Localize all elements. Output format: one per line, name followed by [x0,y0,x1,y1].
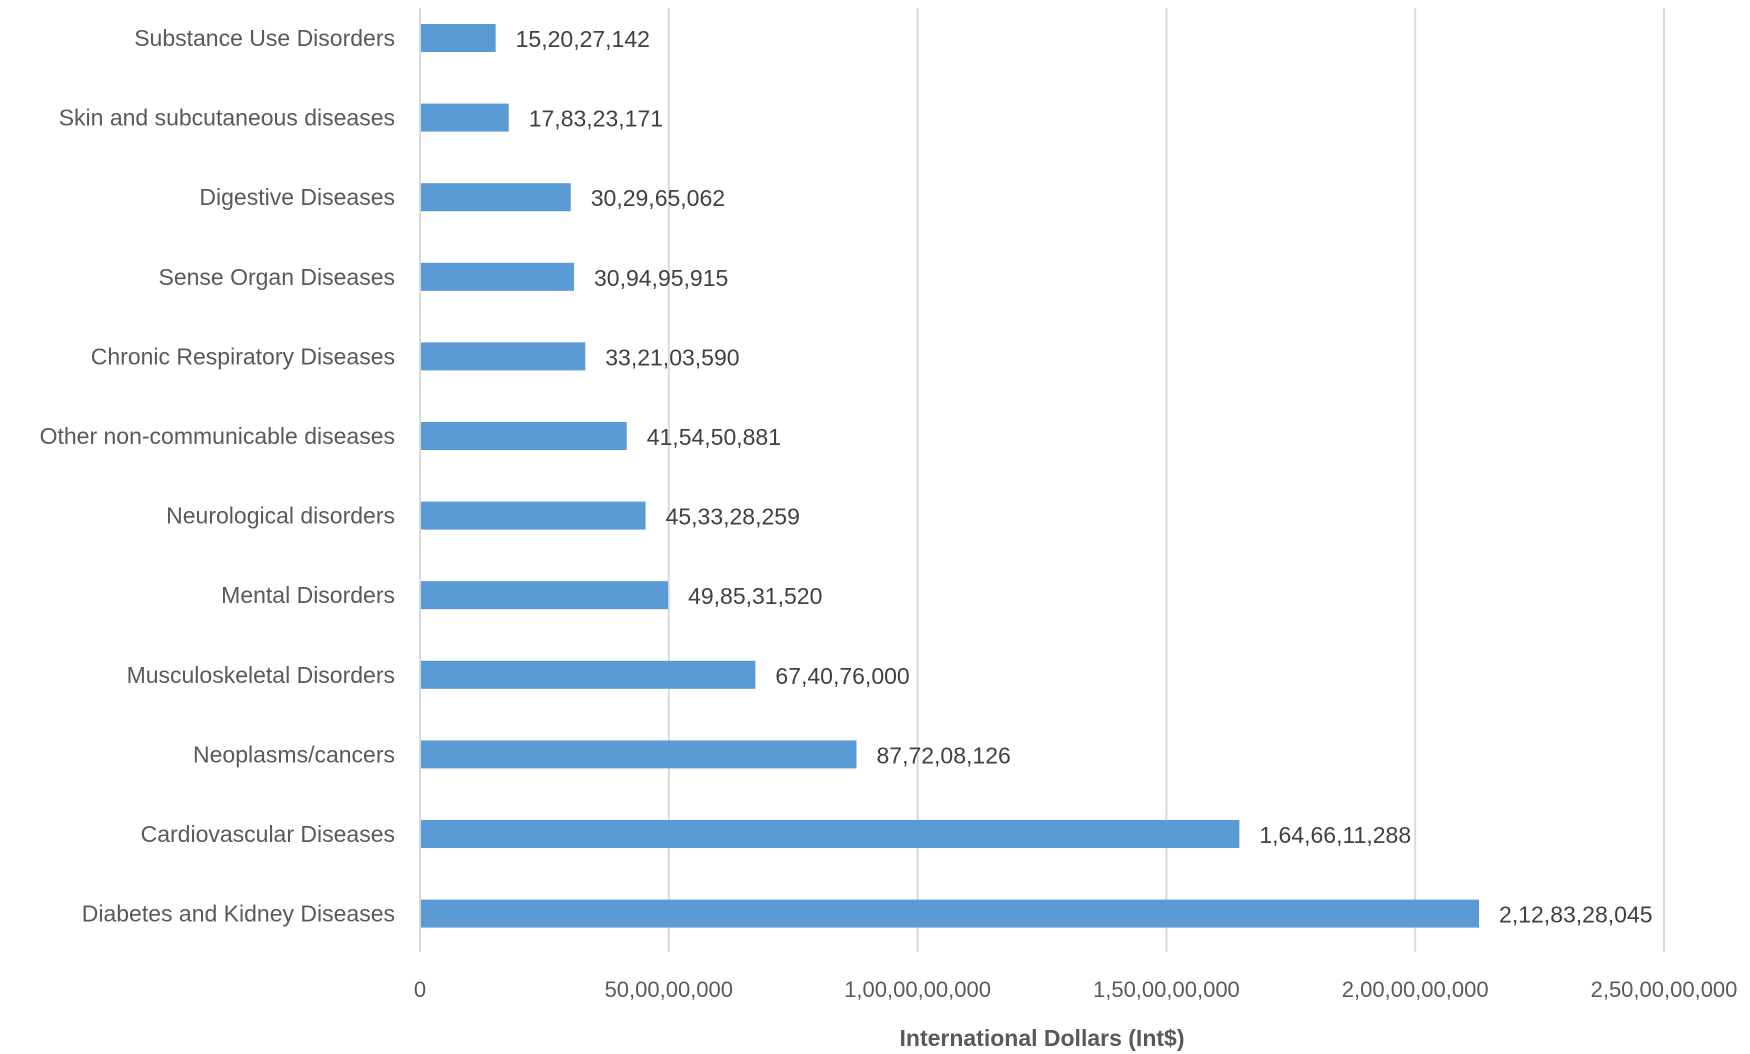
bar [421,581,669,610]
data-label: 67,40,76,000 [775,663,909,689]
category-label: Musculoskeletal Disorders [127,662,395,688]
category-label: Mental Disorders [221,582,395,608]
category-label: Chronic Respiratory Diseases [91,343,395,369]
data-label: 17,83,23,171 [529,106,663,132]
x-tick-labels: 0 50,00,00,000 1,00,00,00,000 1,50,00,00,00… [414,977,1738,1002]
data-label: 87,72,08,126 [876,742,1010,768]
x-tick-label: 2,00,00,00,000 [1342,977,1489,1002]
data-label: 15,20,27,142 [516,26,650,52]
data-label: 49,85,31,520 [688,583,822,609]
bar [421,660,756,689]
category-label: Other non-communicable diseases [40,423,395,449]
x-tick-label: 1,50,00,00,000 [1093,977,1240,1002]
bar [421,820,1240,848]
bar [421,501,646,530]
category-label: Cardiovascular Diseases [141,821,395,847]
x-tick-label: 1,00,00,00,000 [844,977,991,1002]
data-label: 2,12,83,28,045 [1499,902,1652,928]
bar [421,899,1480,928]
x-tick-label: 0 [414,977,426,1002]
bar [421,103,509,132]
data-label: 41,54,50,881 [647,424,781,450]
category-label: Skin and subcutaneous diseases [59,105,395,131]
category-label: Digestive Diseases [199,184,395,210]
bar [421,422,627,450]
data-label: 33,21,03,590 [605,344,739,370]
bar [421,262,575,291]
category-label: Neoplasms/cancers [193,741,395,767]
category-label: Sense Organ Diseases [158,264,395,290]
bar [421,740,857,769]
bar [421,24,496,52]
category-label: Substance Use Disorders [134,25,395,51]
bars [421,24,1480,928]
value-labels: 15,20,27,142 17,83,23,171 30,29,65,062 30,9… [516,26,1653,928]
category-label: Neurological disorders [166,503,395,529]
data-label: 45,33,28,259 [666,504,800,530]
data-label: 30,29,65,062 [591,185,725,211]
category-label: Diabetes and Kidney Diseases [82,901,395,927]
x-tick-label: 50,00,00,000 [605,977,733,1002]
bar [421,183,571,212]
x-axis-title: International Dollars (Int$) [900,1025,1185,1051]
gridlines [419,8,1665,952]
x-tick-label: 2,50,00,00,000 [1591,977,1738,1002]
bar [421,342,586,371]
category-labels: Substance Use Disorders Skin and subcutan… [40,25,395,927]
data-label: 30,94,95,915 [594,265,728,291]
data-label: 1,64,66,11,288 [1259,822,1411,848]
